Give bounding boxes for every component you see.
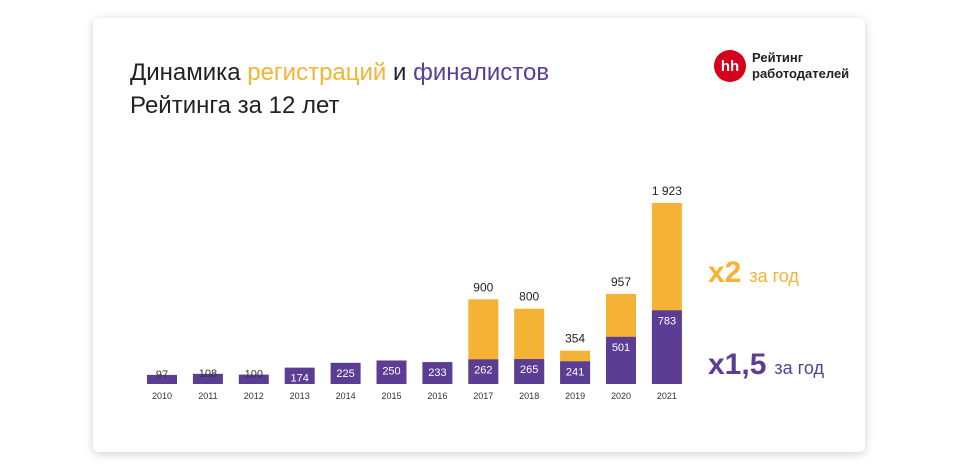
x-tick-label: 2010 — [152, 391, 172, 401]
value-label: 265 — [520, 364, 538, 376]
value-label: 108 — [199, 368, 217, 380]
value-label: 354 — [565, 332, 585, 346]
value-label: 100 — [245, 369, 263, 381]
title-part: Динамика — [130, 59, 247, 86]
value-label: 174 — [291, 373, 309, 385]
x-tick-label: 2017 — [473, 391, 493, 401]
value-label: 1 923 — [652, 184, 682, 198]
bar — [238, 374, 269, 384]
x-tick-label: 2021 — [657, 391, 677, 401]
value-label: 225 — [336, 368, 354, 380]
bar — [330, 362, 361, 384]
x-tick-label: 2012 — [244, 391, 264, 401]
value-label: 783 — [658, 315, 676, 327]
value-label: 957 — [611, 275, 631, 289]
x-tick-label: 2020 — [611, 391, 631, 401]
title-part: и — [386, 59, 413, 86]
logo-circle — [714, 50, 746, 82]
bar — [651, 310, 682, 384]
annotation-small: за год — [774, 358, 824, 378]
value-label: 800 — [519, 290, 539, 304]
title-part: финалистов — [413, 59, 549, 86]
logo-text: Рейтинг — [752, 50, 804, 65]
bar — [192, 373, 223, 384]
value-label: 501 — [612, 342, 630, 354]
bar — [560, 361, 591, 384]
chart-title: Рейтинга за 12 лет — [130, 92, 340, 119]
annotation: x1,5 за год — [708, 348, 824, 381]
annotation-small: за год — [749, 266, 799, 286]
annotation-big: x2 — [708, 256, 741, 289]
bar — [422, 362, 453, 384]
title-part: регистраций — [247, 59, 386, 86]
bar — [376, 360, 407, 384]
value-label: 97 — [156, 369, 168, 381]
annotation: x2 за год — [708, 256, 799, 289]
bar — [468, 359, 499, 384]
chart-title: Динамика регистраций и финалистов — [130, 59, 549, 86]
x-tick-label: 2015 — [381, 391, 401, 401]
value-label: 250 — [382, 365, 400, 377]
x-tick-label: 2013 — [290, 391, 310, 401]
annotation-big: x1,5 — [708, 348, 766, 381]
value-label: 900 — [473, 280, 493, 294]
logo-mark: hh — [721, 58, 739, 75]
bar — [284, 367, 315, 384]
logo-text: работодателей — [752, 66, 849, 81]
value-label: 241 — [566, 366, 584, 378]
value-label: 262 — [474, 364, 492, 376]
bar — [606, 336, 636, 384]
value-label: 233 — [428, 367, 446, 379]
x-tick-label: 2014 — [336, 391, 356, 401]
x-tick-label: 2018 — [519, 391, 539, 401]
x-tick-label: 2019 — [565, 391, 585, 401]
x-tick-label: 2011 — [198, 391, 217, 401]
x-tick-label: 2016 — [427, 391, 447, 401]
bar — [147, 374, 177, 384]
bar — [514, 359, 545, 384]
